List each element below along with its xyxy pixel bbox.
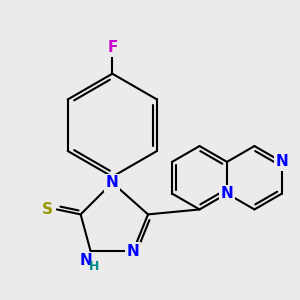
Text: N: N bbox=[106, 175, 119, 190]
Text: N: N bbox=[220, 186, 233, 201]
Text: F: F bbox=[107, 40, 118, 56]
Text: S: S bbox=[41, 202, 52, 217]
Text: H: H bbox=[89, 260, 100, 273]
Text: N: N bbox=[127, 244, 140, 259]
Text: N: N bbox=[275, 154, 288, 169]
Text: N: N bbox=[79, 254, 92, 268]
